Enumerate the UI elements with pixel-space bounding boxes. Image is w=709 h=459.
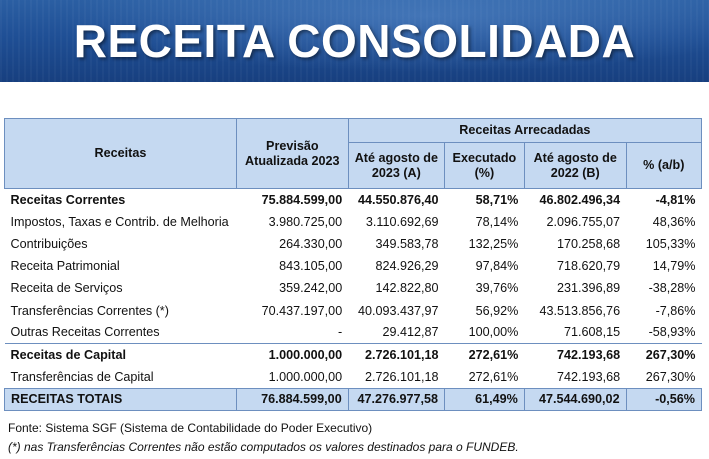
cell-pct: -7,86% <box>655 303 696 318</box>
cell-executado: 97,84% <box>475 259 519 274</box>
cell-pct: -38,28% <box>648 281 696 296</box>
cell-previsao: 1.000.000,00 <box>236 343 349 366</box>
table-row: Receita Patrimonial 843.105,00 824.926,2… <box>5 255 702 277</box>
cell-ate-2022: 742.193,68 <box>557 369 621 384</box>
cell-ate-2022: 2.096.755,07 <box>546 214 621 229</box>
revenue-table: Receitas Previsão Atualizada 2023 Receita… <box>4 118 703 411</box>
row-label: Receita de Serviços <box>10 281 123 296</box>
cell-executado: 39,76% <box>475 281 519 296</box>
total-ate-2023: 47.276.977,58 <box>347 387 445 411</box>
cell-ate-2022: 718.620,79 <box>557 259 621 274</box>
table-row: Impostos, Taxas e Contrib. de Melhoria 3… <box>5 211 702 233</box>
cell-previsao: 3.980.725,00 <box>268 214 343 229</box>
row-label: Impostos, Taxas e Contrib. de Melhoria <box>10 214 229 229</box>
cell-ate-2023: 2.726.101,18 <box>348 343 445 366</box>
total-pct: -0,56% <box>625 387 703 411</box>
header-pct-ab: % (a/b) <box>625 142 703 189</box>
cell-executado: 132,25% <box>468 236 519 251</box>
row-label: Receitas de Capital <box>4 343 237 366</box>
cell-executado: 272,61% <box>444 343 525 366</box>
row-label: Transferências de Capital <box>10 369 154 384</box>
cell-ate-2022: 742.193,68 <box>524 343 627 366</box>
cell-pct: -4,81% <box>655 192 696 207</box>
row-label: Transferências Correntes (*) <box>10 303 169 318</box>
cell-pct: 267,30% <box>626 343 702 366</box>
row-label: Receitas Correntes <box>10 192 126 207</box>
cell-executado: 272,61% <box>468 369 519 384</box>
table-row: Transferências de Capital 1.000.000,00 2… <box>5 366 702 388</box>
page-title: RECEITA CONSOLIDADA <box>73 15 636 67</box>
cell-pct: 48,36% <box>652 214 696 229</box>
total-executado: 61,49% <box>443 387 525 411</box>
cell-ate-2022: 170.258,68 <box>557 236 621 251</box>
cell-executado: 58,71% <box>475 192 519 207</box>
cell-ate-2023: 824.926,29 <box>375 259 439 274</box>
total-ate-2022: 47.544.690,02 <box>523 387 627 411</box>
cell-ate-2023: 40.093.437,97 <box>357 303 439 318</box>
cell-previsao: - <box>338 325 343 340</box>
cell-ate-2022: 46.802.496,34 <box>539 192 621 207</box>
cell-executado: 78,14% <box>475 214 519 229</box>
source-note: Fonte: Sistema SGF (Sistema de Contabili… <box>8 421 373 435</box>
row-label: Receita Patrimonial <box>10 259 120 274</box>
cell-pct: 14,79% <box>652 259 696 274</box>
row-label: Outras Receitas Correntes <box>10 325 160 340</box>
header-ate-agosto-2022: Até agosto de 2022 (B) <box>523 142 627 189</box>
cell-previsao: 359.242,00 <box>279 281 343 296</box>
fundeb-note: (*) nas Transferências Correntes não est… <box>8 440 519 454</box>
cell-ate-2023: 349.583,78 <box>375 236 439 251</box>
cell-ate-2023: 3.110.692,69 <box>365 214 439 229</box>
total-label: RECEITAS TOTAIS <box>4 387 237 411</box>
table-row: Contribuições 264.330,00 349.583,78 132,… <box>5 233 702 255</box>
total-previsao: 76.884.599,00 <box>235 387 349 411</box>
cell-executado: 56,92% <box>475 303 519 318</box>
table-row: Outras Receitas Correntes - 29.412,87 10… <box>5 322 702 344</box>
cell-pct: 105,33% <box>645 236 696 251</box>
cell-previsao: 843.105,00 <box>279 259 343 274</box>
table-row: Transferências Correntes (*) 70.437.197,… <box>5 299 702 321</box>
cell-previsao: 70.437.197,00 <box>261 303 343 318</box>
cell-ate-2023: 29.412,87 <box>382 325 439 340</box>
cell-pct: 267,30% <box>645 369 696 384</box>
total-row: RECEITAS TOTAIS 76.884.599,00 47.276.977… <box>4 387 703 411</box>
cell-previsao: 75.884.599,00 <box>261 192 343 207</box>
cell-pct: -58,93% <box>648 325 696 340</box>
cell-ate-2023: 44.550.876,40 <box>357 192 439 207</box>
cell-executado: 100,00% <box>468 325 519 340</box>
header-receitas: Receitas <box>4 118 237 189</box>
footnotes: Fonte: Sistema SGF (Sistema de Contabili… <box>8 419 519 457</box>
cell-ate-2022: 71.608,15 <box>564 325 621 340</box>
table-row: Receita de Serviços 359.242,00 142.822,8… <box>5 277 702 299</box>
header-previsao: Previsão Atualizada 2023 <box>235 118 349 189</box>
table-row: Receitas Correntes 75.884.599,00 44.550.… <box>5 189 702 211</box>
cell-previsao: 264.330,00 <box>279 236 343 251</box>
cell-ate-2022: 43.513.856,76 <box>539 303 621 318</box>
title-banner: RECEITA CONSOLIDADA <box>0 0 709 82</box>
row-label: Contribuições <box>10 236 88 251</box>
cell-ate-2023: 142.822,80 <box>375 281 439 296</box>
cell-ate-2023: 2.726.101,18 <box>364 369 439 384</box>
header-ate-agosto-2023: Até agosto de 2023 (A) <box>347 142 445 189</box>
cell-ate-2022: 231.396,89 <box>557 281 621 296</box>
header-executado: Executado (%) <box>443 142 525 189</box>
table-row: Receitas de Capital 1.000.000,00 2.726.1… <box>4 343 702 366</box>
header-receitas-arrecadadas: Receitas Arrecadadas <box>347 118 703 143</box>
cell-previsao: 1.000.000,00 <box>268 369 343 384</box>
